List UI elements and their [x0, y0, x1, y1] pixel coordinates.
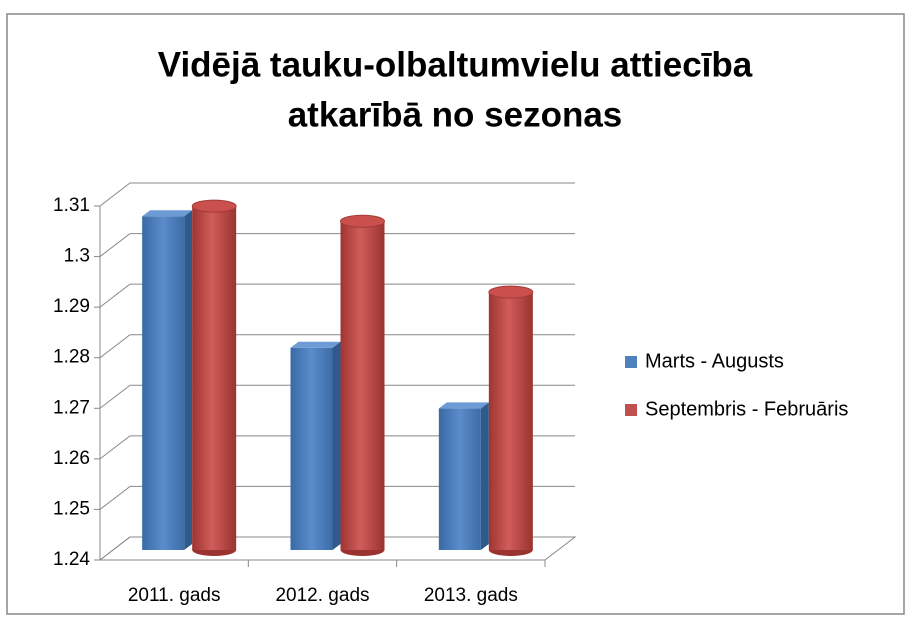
bar-top — [438, 402, 489, 409]
x-tick-label: 2011. gads — [128, 585, 221, 606]
grid-line — [99, 435, 575, 460]
bar-top — [340, 214, 385, 228]
y-tick-label: 1.24 — [53, 549, 90, 570]
bar-top — [191, 199, 237, 213]
chart-title: atkarībā no sezonas — [288, 95, 623, 134]
bar — [142, 216, 185, 550]
x-tick-label: 2012. gads — [275, 585, 369, 606]
legend-swatch — [625, 356, 637, 368]
grid-line — [99, 536, 575, 561]
bar-top — [488, 285, 534, 299]
grid-line — [99, 233, 575, 257]
chart-title: Vidējā tauku-olbaltumvielu attiecība — [158, 45, 753, 84]
grid-line — [99, 334, 575, 359]
plot: 1.24 1.25 1.26 1.27 1.28 1.29 1.3 1.31 2011. gad… — [53, 182, 848, 606]
bar-side — [480, 402, 489, 550]
bar — [438, 408, 481, 550]
y-tick-label: 1.28 — [53, 347, 90, 368]
grid-line — [99, 283, 575, 308]
grid-line — [99, 485, 575, 510]
legend-swatch — [625, 404, 637, 416]
bar-top — [142, 210, 193, 217]
grid-line — [99, 182, 575, 207]
grid-line — [99, 384, 575, 409]
bar-side — [332, 341, 341, 550]
legend-label: Septembris - Februāris — [645, 398, 848, 420]
bar-top — [290, 341, 341, 348]
legend-label: Marts - Augusts — [645, 350, 784, 372]
bar — [290, 347, 333, 550]
bar-side — [184, 210, 193, 550]
x-tick-label: 2013. gads — [424, 585, 518, 606]
bar — [340, 221, 385, 551]
y-tick-label: 1.27 — [53, 397, 90, 418]
y-tick-label: 1.29 — [53, 296, 90, 317]
y-tick-label: 1.31 — [53, 195, 90, 216]
y-tick-label: 1.3 — [64, 246, 90, 267]
y-tick-label: 1.26 — [53, 448, 90, 469]
bar — [488, 292, 533, 550]
y-tick-label: 1.25 — [53, 498, 90, 519]
bar — [192, 206, 237, 550]
